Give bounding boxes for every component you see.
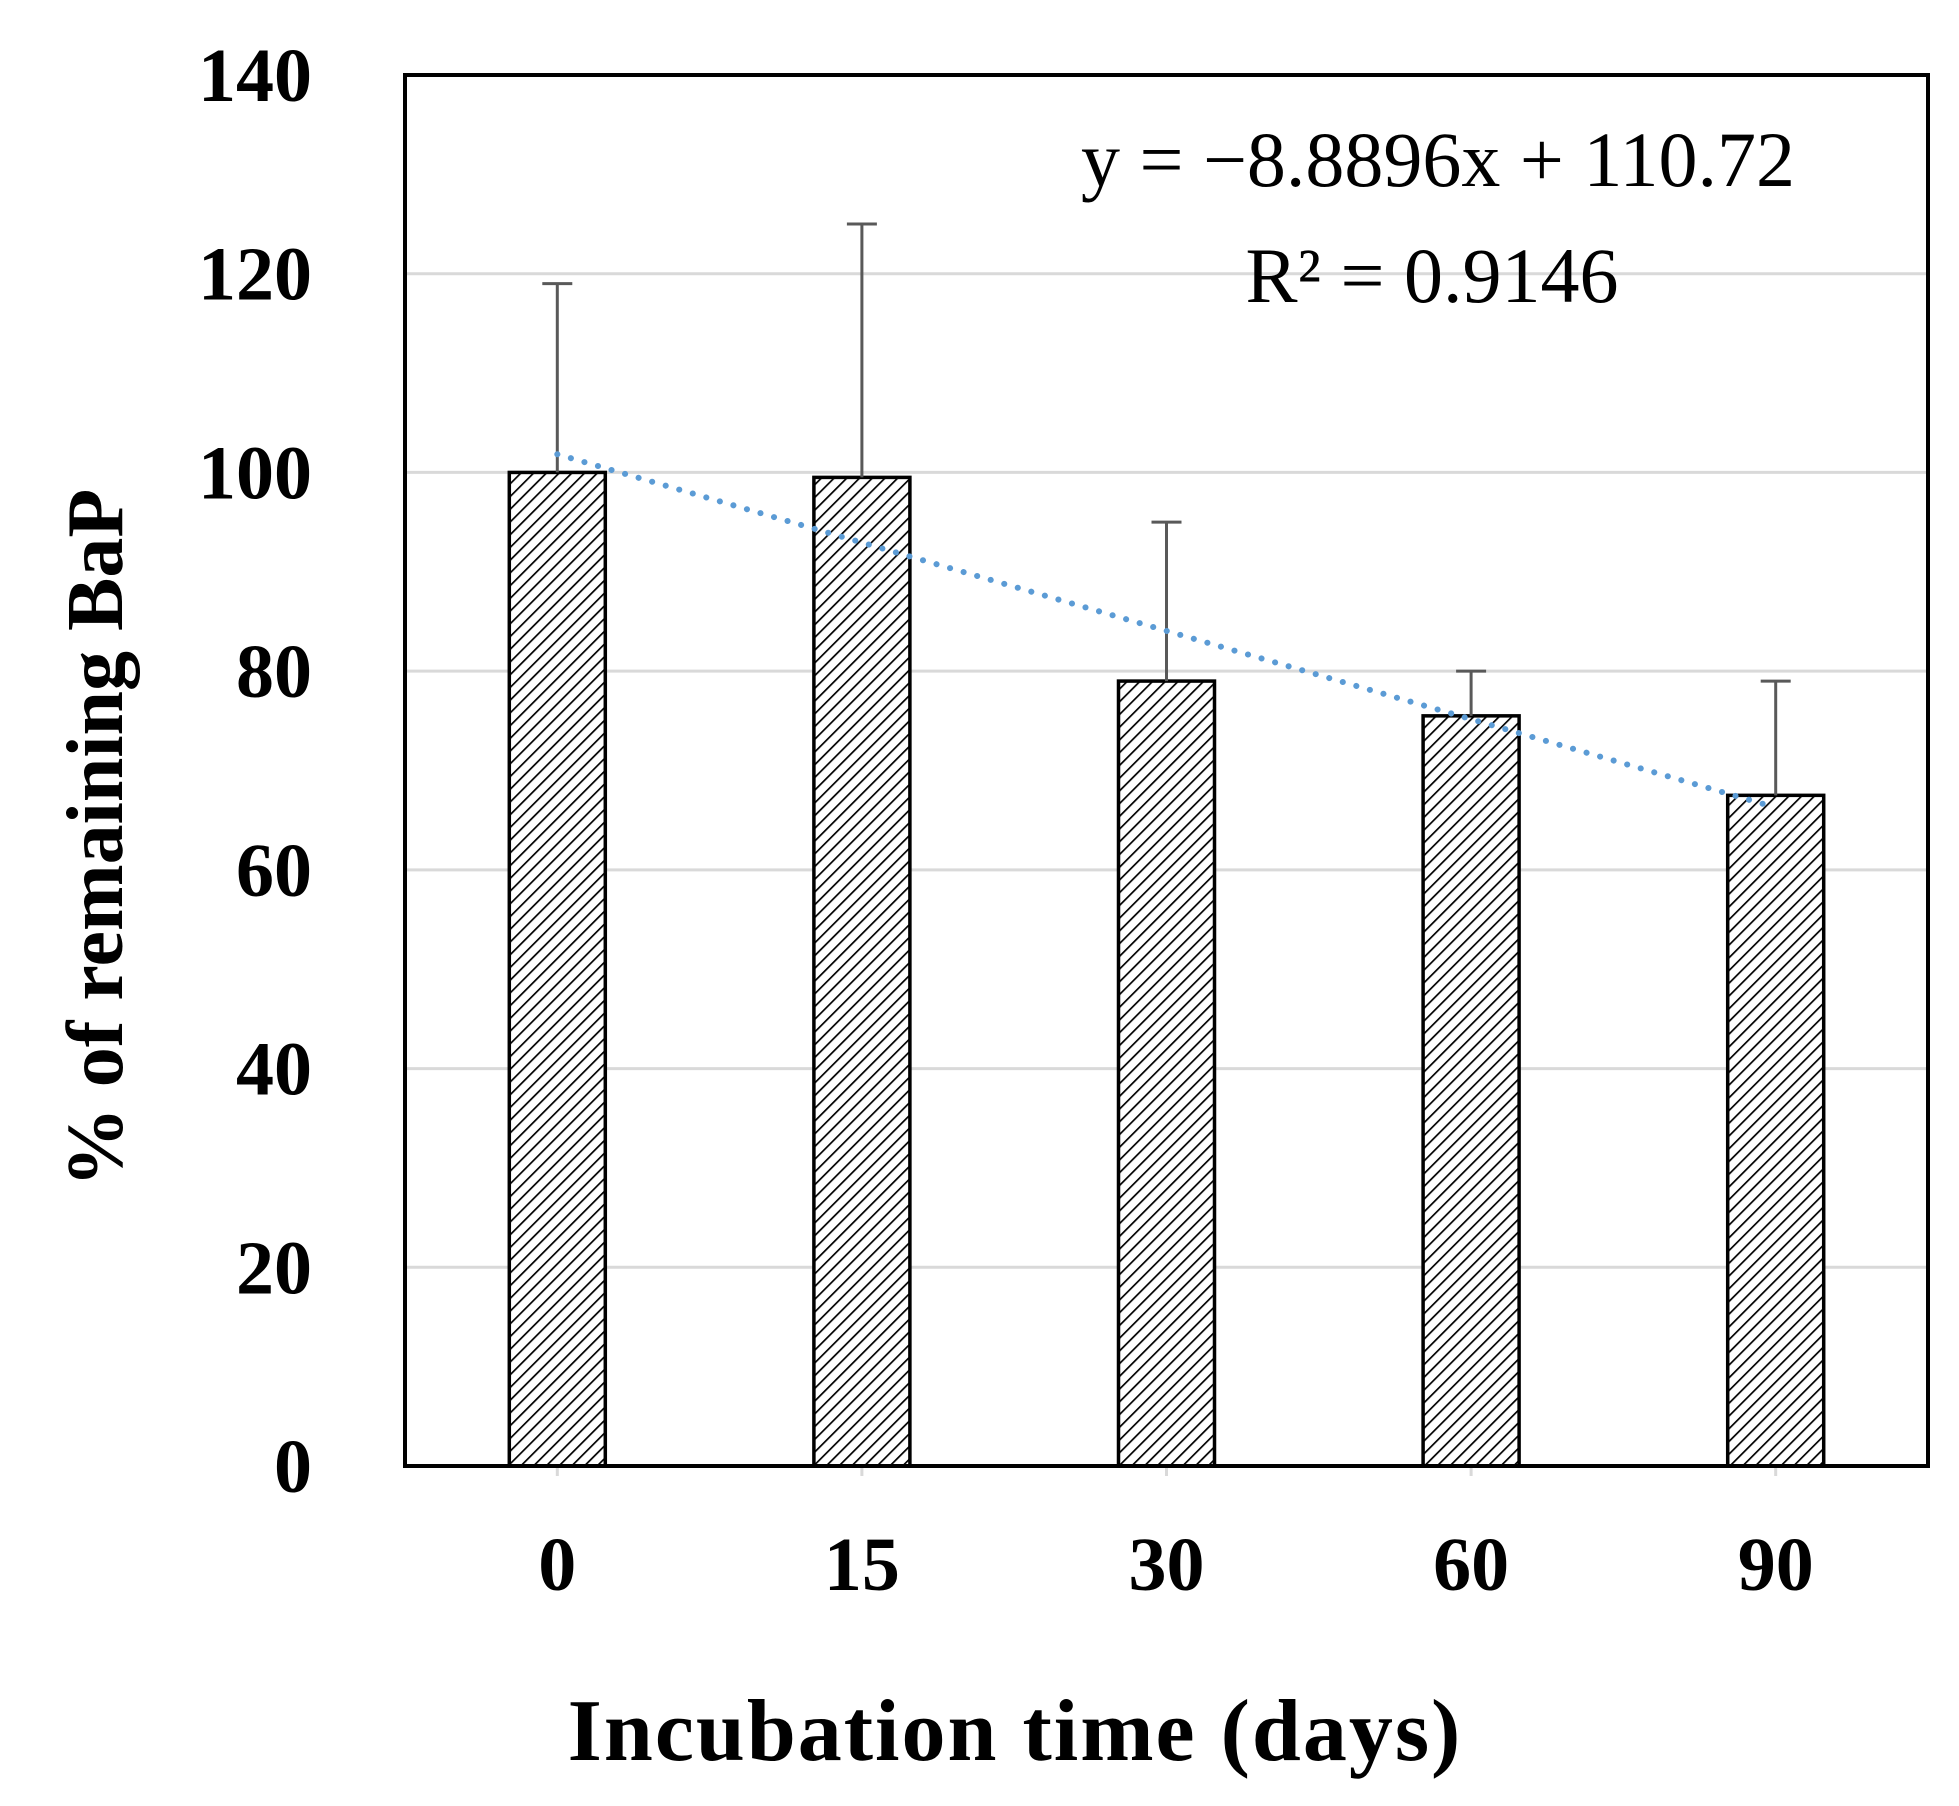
y-tick-labels: 0 20 40 60 80 100 120 140 (198, 34, 312, 1509)
bar-30 (1116, 679, 1217, 1468)
bar-15 (812, 475, 912, 1468)
x-tick-label-0: 0 (538, 1523, 576, 1607)
bar-0 (507, 470, 608, 1468)
x-tick-label-30: 30 (1129, 1523, 1205, 1607)
bar-60 (1421, 714, 1521, 1468)
x-axis-title: Incubation time (days) (568, 1683, 1463, 1780)
axes (403, 73, 1930, 1476)
x-tick-label-90: 90 (1738, 1523, 1814, 1607)
trendline-equation: y = −8.8896x + 110.72 (1081, 116, 1795, 203)
error-bars (542, 222, 1791, 796)
y-tick-label-140: 140 (198, 34, 312, 118)
x-tick-label-60: 60 (1433, 1523, 1509, 1607)
y-tick-label-0: 0 (274, 1425, 312, 1509)
bars (507, 470, 1826, 1468)
bar-90 (1725, 793, 1826, 1468)
y-tick-label-60: 60 (236, 829, 312, 913)
y-tick-label-80: 80 (236, 630, 312, 714)
trendline-group (554, 451, 1779, 811)
trendline (554, 451, 1779, 811)
y-tick-label-20: 20 (236, 1226, 312, 1310)
y-axis-title: % of remaining BaP (52, 489, 140, 1188)
y-tick-label-100: 100 (198, 431, 312, 515)
x-tick-label-15: 15 (824, 1523, 900, 1607)
x-tick-labels: 0 15 30 60 90 (538, 1523, 1813, 1607)
y-tick-label-120: 120 (198, 233, 312, 317)
y-tick-label-40: 40 (236, 1028, 312, 1112)
trendline-r-squared: R² = 0.9146 (1246, 232, 1619, 319)
